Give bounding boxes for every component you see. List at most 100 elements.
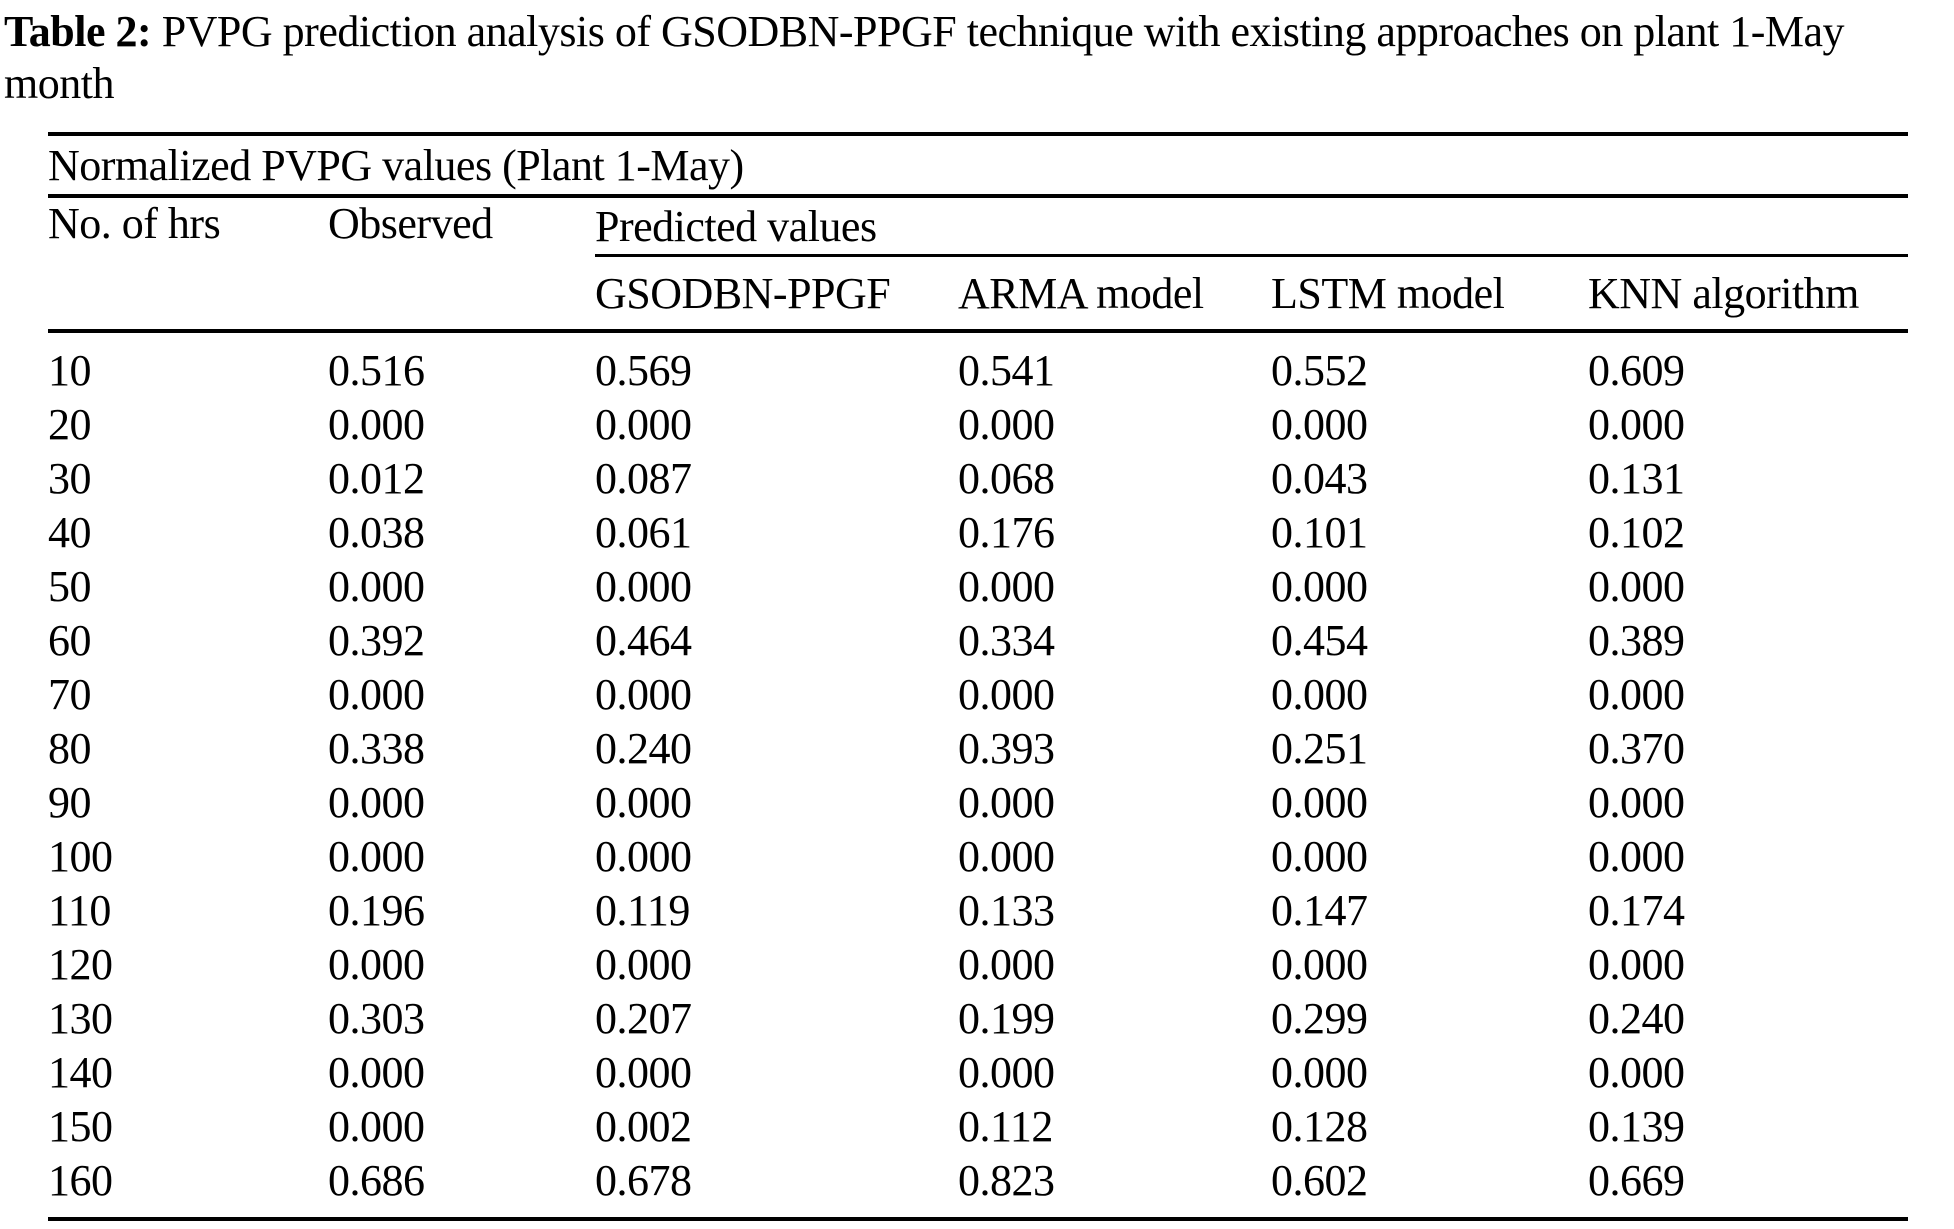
col-header-observed: Observed (328, 196, 595, 333)
table-cell: 40 (48, 507, 92, 557)
table-cell: 0.000 (1588, 561, 1685, 611)
table-cell: 0.464 (595, 615, 692, 665)
table-cell: 0.240 (1588, 993, 1685, 1043)
table-cell: 0.002 (595, 1101, 692, 1151)
table-cell: 0.000 (328, 831, 425, 881)
table-cell: 0.133 (958, 885, 1055, 935)
table-cell: 0.128 (1271, 1101, 1368, 1151)
table-row: 160 0.686 0.678 0.823 0.602 0.669 (48, 1153, 1909, 1221)
pvpg-prediction-table: Normalized PVPG values (Plant 1-May) No.… (48, 132, 1909, 1221)
col-header-predicted-group: Predicted values (595, 196, 1909, 257)
table-cell: 0.000 (328, 1047, 425, 1097)
table-cell: 0.119 (595, 885, 690, 935)
table-cell: 0.000 (1271, 777, 1368, 827)
table-cell: 0.000 (328, 777, 425, 827)
table-cell: 0.686 (328, 1153, 595, 1221)
table-cell: 0.112 (958, 1101, 1053, 1151)
table-cell: 0.101 (1271, 507, 1368, 557)
table-row: 80 0.338 0.240 0.393 0.251 0.370 (48, 721, 1908, 775)
table-row: 60 0.392 0.464 0.334 0.454 0.389 (48, 613, 1908, 667)
table-cell: 0.000 (958, 939, 1055, 989)
table-cell: 0.000 (1271, 831, 1368, 881)
table-row: 110 0.196 0.119 0.133 0.147 0.174 (48, 883, 1908, 937)
table-row: 20 0.000 0.000 0.000 0.000 0.000 (48, 397, 1908, 451)
table-cell: 0.000 (1588, 831, 1685, 881)
table-cell: 60 (48, 615, 92, 665)
table-row: 100 0.000 0.000 0.000 0.000 0.000 (48, 829, 1908, 883)
table-row: 130 0.303 0.207 0.199 0.299 0.240 (48, 991, 1908, 1045)
table-cell: 0.061 (595, 507, 692, 557)
table-cell: 130 (48, 993, 113, 1043)
table-caption-text: PVPG prediction analysis of GSODBN-PPGF … (4, 7, 1845, 108)
table-cell: 0.000 (595, 669, 692, 719)
table-cell: 0.823 (958, 1153, 1271, 1221)
table-cell: 0.000 (1588, 399, 1685, 449)
col-header-hours: No. of hrs (48, 196, 328, 333)
table-cell: 0.043 (1271, 453, 1368, 503)
table-cell: 0.000 (958, 777, 1055, 827)
table-cell: 0.102 (1588, 507, 1685, 557)
table-caption: Table 2: PVPG prediction analysis of GSO… (0, 0, 1954, 110)
table-cell: 0.038 (328, 507, 425, 557)
table-cell: 0.602 (1271, 1153, 1588, 1221)
col-header-arma-model: ARMA model (958, 255, 1271, 333)
table-cell: 0.000 (595, 561, 692, 611)
table-cell: 0.000 (595, 399, 692, 449)
table-cell: 0.000 (595, 831, 692, 881)
table-cell: 10 (48, 345, 92, 395)
table-cell: 0.000 (1588, 1047, 1685, 1097)
table-cell: 140 (48, 1047, 113, 1097)
table-cell: 0.000 (595, 1047, 692, 1097)
table-cell: 80 (48, 723, 92, 773)
table-cell: 0.000 (595, 939, 692, 989)
table-cell: 0.000 (958, 669, 1055, 719)
table-cell: 150 (48, 1101, 113, 1151)
table-cell: 0.000 (328, 939, 425, 989)
table-row: 70 0.000 0.000 0.000 0.000 0.000 (48, 667, 1908, 721)
model-header-row: GSODBN-PPGF ARMA model LSTM model KNN al… (48, 255, 1909, 333)
col-header-gsodbn-ppgf: GSODBN-PPGF (595, 255, 958, 333)
table-cell: 120 (48, 939, 113, 989)
table-cell: 0.087 (595, 453, 692, 503)
table-row: 140 0.000 0.000 0.000 0.000 0.000 (48, 1045, 1908, 1099)
table-cell: 110 (48, 885, 111, 935)
table-cell: 90 (48, 777, 92, 827)
table-cell: 0.199 (958, 993, 1055, 1043)
table-cell: 0.000 (328, 669, 425, 719)
table-cell: 0.392 (328, 615, 425, 665)
table-row: 50 0.000 0.000 0.000 0.000 0.000 (48, 559, 1908, 613)
table-cell: 0.678 (595, 1153, 958, 1221)
table-cell: 0.000 (1271, 399, 1368, 449)
table-cell: 0.174 (1588, 885, 1685, 935)
table-cell: 0.000 (328, 561, 425, 611)
table-body: 10 0.516 0.569 0.541 0.552 0.609 20 0.000 0.000 0… (48, 331, 1909, 1221)
table-caption-label: Table 2: (4, 7, 152, 56)
table-row: 40 0.038 0.061 0.176 0.101 0.102 (48, 505, 1908, 559)
table-cell: 0.131 (1588, 453, 1685, 503)
table-cell: 0.207 (595, 993, 692, 1043)
table-cell: 0.000 (958, 1047, 1055, 1097)
table-cell: 0.569 (595, 345, 692, 395)
table-row: 120 0.000 0.000 0.000 0.000 0.000 (48, 937, 1908, 991)
table-cell: 0.000 (1271, 561, 1368, 611)
table-cell: 0.147 (1271, 885, 1368, 935)
table-cell: 0.000 (1588, 777, 1685, 827)
table-cell: 0.000 (958, 399, 1055, 449)
table-cell: 0.609 (1588, 345, 1685, 395)
table-cell: 0.196 (328, 885, 425, 935)
table-cell: 160 (48, 1153, 328, 1221)
table-cell: 70 (48, 669, 92, 719)
col-header-lstm-model: LSTM model (1271, 255, 1588, 333)
table-cell: 0.139 (1588, 1101, 1685, 1151)
table-cell: 0.000 (958, 831, 1055, 881)
table-cell: 0.393 (958, 723, 1055, 773)
table-cell: 0.303 (328, 993, 425, 1043)
col-header-knn-algorithm: KNN algorithm (1588, 255, 1909, 333)
table-cell: 0.000 (1271, 939, 1368, 989)
table-row: 30 0.012 0.087 0.068 0.043 0.131 (48, 451, 1908, 505)
table-cell: 0.454 (1271, 615, 1368, 665)
table-cell: 100 (48, 831, 113, 881)
table-row: 150 0.000 0.002 0.112 0.128 0.139 (48, 1099, 1908, 1153)
table-cell: 0.068 (958, 453, 1055, 503)
table-cell: 0.334 (958, 615, 1055, 665)
